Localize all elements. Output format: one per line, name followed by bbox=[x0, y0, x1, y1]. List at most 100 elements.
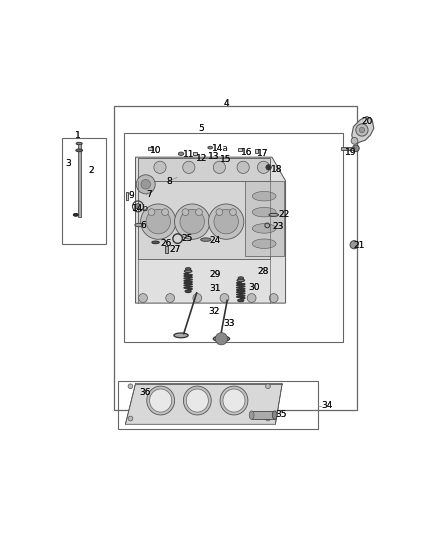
Text: 1: 1 bbox=[74, 131, 80, 140]
Ellipse shape bbox=[252, 239, 276, 248]
Ellipse shape bbox=[76, 142, 82, 145]
Polygon shape bbox=[352, 116, 374, 143]
Text: 24: 24 bbox=[209, 236, 220, 245]
Text: 32: 32 bbox=[208, 307, 220, 316]
Circle shape bbox=[353, 145, 359, 152]
Text: 16: 16 bbox=[241, 148, 252, 157]
Bar bbox=[114, 106, 357, 410]
Text: 1: 1 bbox=[74, 131, 80, 140]
Ellipse shape bbox=[252, 191, 276, 201]
Text: 22: 22 bbox=[278, 211, 290, 220]
Bar bbox=[251, 411, 275, 419]
Text: 13: 13 bbox=[208, 151, 219, 160]
Text: 17: 17 bbox=[258, 149, 269, 158]
Text: 33: 33 bbox=[223, 319, 235, 328]
Circle shape bbox=[141, 204, 176, 239]
Ellipse shape bbox=[249, 411, 254, 419]
Circle shape bbox=[162, 209, 169, 215]
Bar bbox=[126, 192, 128, 199]
Ellipse shape bbox=[174, 333, 188, 338]
Ellipse shape bbox=[184, 270, 192, 272]
Circle shape bbox=[230, 209, 237, 215]
Text: 7: 7 bbox=[146, 190, 152, 199]
Text: 18: 18 bbox=[271, 165, 282, 174]
Text: 19: 19 bbox=[345, 148, 357, 157]
Bar bbox=[193, 152, 197, 156]
Circle shape bbox=[214, 209, 238, 234]
Text: 14a: 14a bbox=[212, 144, 229, 153]
Circle shape bbox=[356, 124, 368, 136]
Text: 21: 21 bbox=[353, 241, 365, 250]
Circle shape bbox=[141, 180, 151, 189]
Circle shape bbox=[208, 204, 244, 239]
Circle shape bbox=[175, 204, 210, 239]
Bar bbox=[245, 181, 284, 256]
Ellipse shape bbox=[184, 386, 211, 415]
Text: 33: 33 bbox=[223, 319, 235, 328]
Text: 34: 34 bbox=[321, 401, 333, 410]
Text: 12: 12 bbox=[196, 154, 207, 163]
Ellipse shape bbox=[238, 277, 244, 279]
Circle shape bbox=[128, 416, 133, 421]
Text: 9: 9 bbox=[129, 191, 134, 200]
Text: 7: 7 bbox=[146, 190, 152, 199]
Text: 14b: 14b bbox=[132, 204, 149, 213]
Ellipse shape bbox=[135, 223, 143, 227]
Text: 28: 28 bbox=[257, 266, 268, 276]
Circle shape bbox=[220, 294, 229, 302]
Text: 11: 11 bbox=[183, 150, 194, 159]
Circle shape bbox=[215, 333, 227, 345]
Text: 26: 26 bbox=[160, 239, 171, 247]
Text: 25: 25 bbox=[181, 235, 193, 244]
Text: 17: 17 bbox=[258, 149, 269, 158]
Circle shape bbox=[237, 161, 249, 173]
Ellipse shape bbox=[220, 386, 248, 415]
Ellipse shape bbox=[147, 386, 175, 415]
Circle shape bbox=[258, 161, 270, 173]
Text: 15: 15 bbox=[220, 155, 232, 164]
Text: 6: 6 bbox=[141, 221, 146, 230]
Ellipse shape bbox=[213, 336, 230, 342]
Circle shape bbox=[247, 294, 256, 302]
Circle shape bbox=[265, 416, 270, 421]
Circle shape bbox=[166, 294, 175, 302]
Text: 14: 14 bbox=[212, 144, 223, 153]
Ellipse shape bbox=[201, 238, 211, 241]
Circle shape bbox=[266, 165, 271, 170]
Text: 29: 29 bbox=[209, 270, 221, 279]
Text: 32: 32 bbox=[208, 307, 220, 316]
Text: 8: 8 bbox=[167, 177, 173, 187]
Ellipse shape bbox=[272, 411, 277, 419]
Ellipse shape bbox=[238, 299, 244, 302]
Text: 2: 2 bbox=[88, 166, 94, 175]
Bar bbox=[148, 147, 152, 150]
Text: 30: 30 bbox=[249, 284, 260, 292]
Text: 12: 12 bbox=[196, 154, 207, 163]
Text: 5: 5 bbox=[198, 124, 204, 133]
Text: 29: 29 bbox=[209, 270, 221, 279]
Circle shape bbox=[213, 161, 226, 173]
Ellipse shape bbox=[152, 241, 159, 244]
Circle shape bbox=[138, 294, 148, 302]
Text: 31: 31 bbox=[209, 284, 221, 293]
Circle shape bbox=[135, 204, 141, 209]
Ellipse shape bbox=[252, 224, 276, 233]
Bar bbox=[165, 246, 168, 253]
Text: 22: 22 bbox=[278, 211, 290, 220]
Bar bbox=[238, 148, 242, 151]
Circle shape bbox=[359, 127, 365, 133]
Text: 20: 20 bbox=[361, 117, 373, 126]
Ellipse shape bbox=[178, 152, 184, 156]
Text: 9: 9 bbox=[129, 191, 134, 200]
Text: 2: 2 bbox=[88, 166, 94, 175]
Ellipse shape bbox=[185, 268, 191, 270]
Circle shape bbox=[154, 161, 166, 173]
Circle shape bbox=[180, 209, 205, 234]
Text: 35: 35 bbox=[276, 410, 287, 419]
Text: 23: 23 bbox=[272, 222, 284, 231]
Text: 14: 14 bbox=[132, 204, 144, 213]
Circle shape bbox=[351, 138, 358, 144]
Text: 28: 28 bbox=[257, 266, 268, 276]
Text: 19: 19 bbox=[345, 148, 357, 157]
Text: 23: 23 bbox=[272, 222, 284, 231]
